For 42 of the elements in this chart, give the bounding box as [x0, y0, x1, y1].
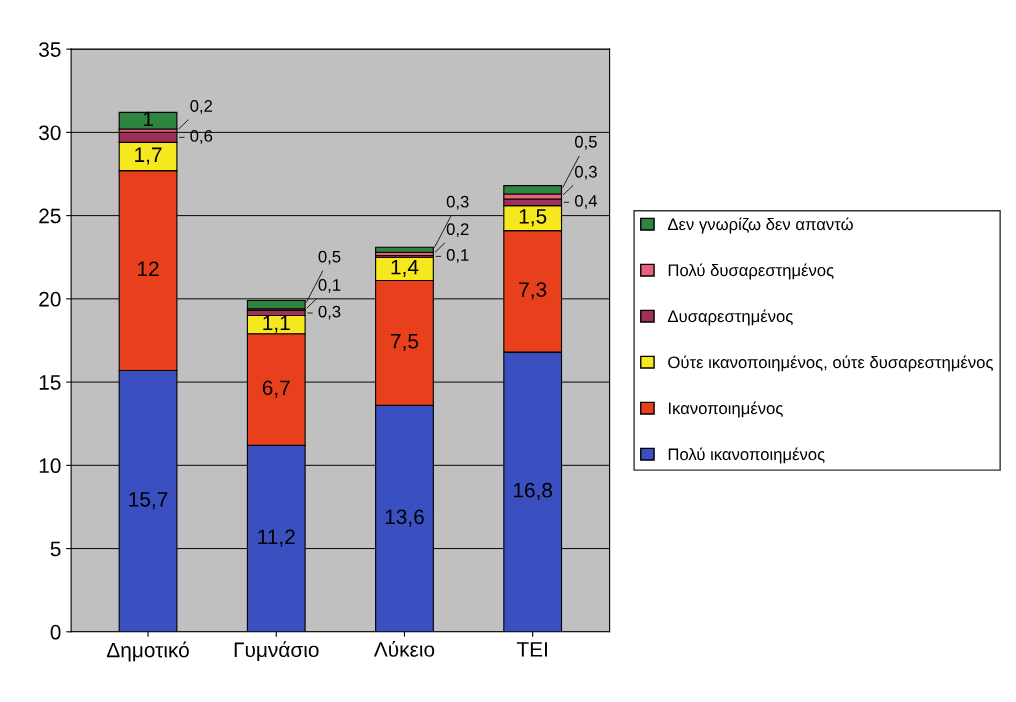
data-label: 0,2: [446, 223, 469, 238]
data-label: 0,3: [446, 195, 469, 210]
data-label: 1: [143, 111, 153, 127]
data-label: 1,4: [391, 259, 419, 277]
y-tick-label: 35: [39, 42, 61, 57]
x-tick-label: Γυμνάσιο: [234, 641, 319, 661]
data-label: 1,5: [519, 209, 547, 227]
data-label: 0,2: [190, 100, 213, 114]
data-label: 0,6: [190, 130, 213, 144]
data-label: 7,3: [519, 282, 547, 300]
legend-label: Πολύ δυσαρεστημένος: [668, 263, 834, 280]
y-tick-label: 5: [50, 541, 61, 557]
data-label: 6,7: [262, 380, 290, 398]
y-tick-label: 15: [39, 375, 61, 390]
data-label: 15,7: [129, 492, 168, 510]
legend-label: Πολύ ικανοποιημένος: [668, 447, 825, 464]
data-label: 11,2: [258, 529, 295, 547]
data-label: 16,8: [513, 482, 553, 501]
data-label: 0,5: [318, 250, 341, 265]
legend-label: Δυσαρεστημένος: [667, 309, 793, 326]
legend-label: Ούτε ικανοποιημένος, ούτε δυσαρεστημένος: [668, 355, 993, 372]
data-label: 13,6: [385, 509, 424, 527]
data-label: 0,4: [574, 194, 598, 209]
x-tick-label: Δημοτικό: [106, 641, 189, 662]
legend-label: Δεν γνωρίζω δεν απαντώ: [667, 217, 853, 234]
data-label: 12: [138, 261, 159, 276]
y-tick-label: 10: [39, 458, 61, 474]
x-tick-label: Λύκειο: [373, 640, 435, 657]
data-label: 1,7: [135, 147, 162, 165]
data-label: 0,3: [574, 165, 597, 180]
data-label: 0,1: [446, 249, 469, 263]
legend-label: Ικανοποιημένος: [668, 401, 783, 418]
y-tick-label: 0: [50, 624, 61, 640]
y-tick-label: 25: [39, 208, 61, 224]
x-tick-label: ΤΕΙ: [516, 642, 547, 657]
y-tick-label: 20: [39, 291, 61, 307]
data-label: 0,3: [318, 305, 341, 320]
y-tick-label: 30: [39, 125, 61, 141]
data-label: 0,5: [574, 135, 597, 150]
data-label: 7,5: [391, 334, 419, 352]
data-label: 0,1: [318, 279, 341, 293]
data-label: 1,1: [263, 315, 290, 333]
